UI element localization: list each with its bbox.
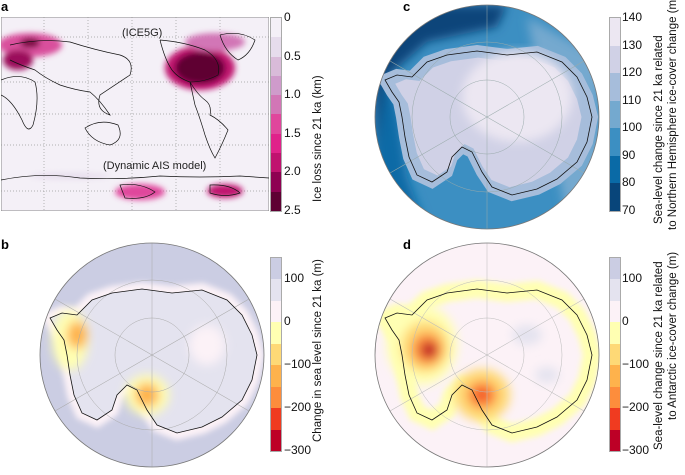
colorbar-d-tick-label: −300 <box>622 443 650 457</box>
colorbar-c-bin <box>610 18 620 46</box>
colorbar-c-bin <box>610 73 620 101</box>
panel-d-label: d <box>403 237 411 252</box>
colorbar-a-tick-label: 2.5 <box>284 203 301 217</box>
coastlines <box>1 33 269 199</box>
colorbar-c-bin <box>610 183 620 212</box>
colorbar-d <box>609 257 621 452</box>
colorbar-a-tick-label: 0.5 <box>284 48 301 63</box>
colorbar-d-bin <box>610 365 620 387</box>
colorbar-b-bin <box>271 408 281 430</box>
colorbar-a-bin <box>271 56 281 76</box>
colorbar-d-tick-label: −100 <box>622 357 650 372</box>
colorbar-c-bin <box>610 45 620 74</box>
colorbar-c-bin <box>610 128 620 156</box>
colorbar-b-tick-label: 100 <box>284 271 305 286</box>
colorbar-b-bin <box>271 322 281 344</box>
panel-d-polar-map <box>374 242 600 468</box>
panel-c-polar-map <box>374 4 600 230</box>
colorbar-c <box>609 17 621 212</box>
polar-grid <box>54 243 250 467</box>
colorbar-b <box>270 257 282 452</box>
colorbar-c-title-line2: to Northern Hemisphere ice-cover change … <box>667 0 679 230</box>
panel-a-world-map <box>1 17 269 211</box>
colorbar-a-tick-label: 1.5 <box>284 125 301 140</box>
colorbar-c-tick-label: 100 <box>622 120 643 135</box>
colorbar-c-tick-label: 140 <box>622 10 643 24</box>
panel-a-label: a <box>1 0 9 14</box>
colorbar-d-bin <box>610 258 620 280</box>
colorbar-a-bin <box>271 153 281 173</box>
colorbar-d-bin <box>610 429 620 451</box>
colorbar-a-title: Ice loss since 21 ka (km) <box>312 75 324 202</box>
colorbar-d-bin <box>610 279 620 301</box>
colorbar-c-tick-label: 70 <box>622 203 636 217</box>
colorbar-c-bin <box>610 100 620 129</box>
colorbar-a-bin <box>271 37 281 57</box>
colorbar-a <box>270 17 282 212</box>
colorbar-b-title: Change in sea level since 21 ka (m) <box>312 259 324 442</box>
panel-b-label: b <box>1 237 9 252</box>
colorbar-b-bin <box>271 300 281 323</box>
colorbar-b-bin <box>271 429 281 451</box>
panel-c-label: c <box>403 0 411 14</box>
colorbar-a-bin <box>271 18 281 38</box>
colorbar-c-bin <box>610 155 620 184</box>
colorbar-b-bin <box>271 365 281 387</box>
colorbar-a-tick-label: 1.0 <box>284 87 301 102</box>
panel-b-polar-map <box>39 242 265 468</box>
colorbar-d-bin <box>610 386 620 409</box>
colorbar-b-tick-label: 0 <box>284 314 291 329</box>
colorbar-a-bin <box>271 191 281 211</box>
colorbar-d-title-line2: to Antarctic ice-cover change (m) <box>667 251 679 420</box>
colorbar-d-tick-label: −200 <box>622 400 650 415</box>
colorbar-c-tick-label: 120 <box>622 65 643 80</box>
colorbar-c-tick-label: 110 <box>622 92 642 107</box>
ice5g-label: (ICE5G) <box>122 27 163 39</box>
colorbar-d-bin <box>610 322 620 344</box>
colorbar-b-tick-label: −200 <box>284 400 312 415</box>
colorbar-a-bin <box>271 75 281 96</box>
colorbar-d-tick-label: 0 <box>622 314 629 329</box>
dynamic-ais-label: (Dynamic AIS model) <box>103 160 207 172</box>
colorbar-a-bin <box>271 172 281 192</box>
colorbar-c-tick-label: 90 <box>622 147 636 162</box>
colorbar-b-bin <box>271 279 281 301</box>
colorbar-d-tick-label: 100 <box>622 271 643 286</box>
colorbar-a-tick-label: 2.0 <box>284 164 301 179</box>
colorbar-b-tick-label: −300 <box>284 443 312 457</box>
colorbar-d-bin <box>610 343 620 366</box>
colorbar-b-bin <box>271 258 281 280</box>
colorbar-d-bin <box>610 408 620 430</box>
colorbar-a-tick-label: 0 <box>284 10 291 24</box>
colorbar-a-bin <box>271 133 281 154</box>
colorbar-b-bin <box>271 386 281 409</box>
colorbar-a-bin <box>271 114 281 134</box>
colorbar-b-tick-label: −100 <box>284 357 312 372</box>
colorbar-b-bin <box>271 343 281 366</box>
colorbar-c-title-line1: Sea-level change since 21 ka related <box>653 35 665 224</box>
colorbar-a-bin <box>271 95 281 115</box>
colorbar-d-title-line1: Sea-level change since 21 ka related <box>653 261 665 450</box>
colorbar-c-tick-label: 80 <box>622 175 636 190</box>
colorbar-c-tick-label: 130 <box>622 37 643 52</box>
colorbar-d-bin <box>610 300 620 323</box>
